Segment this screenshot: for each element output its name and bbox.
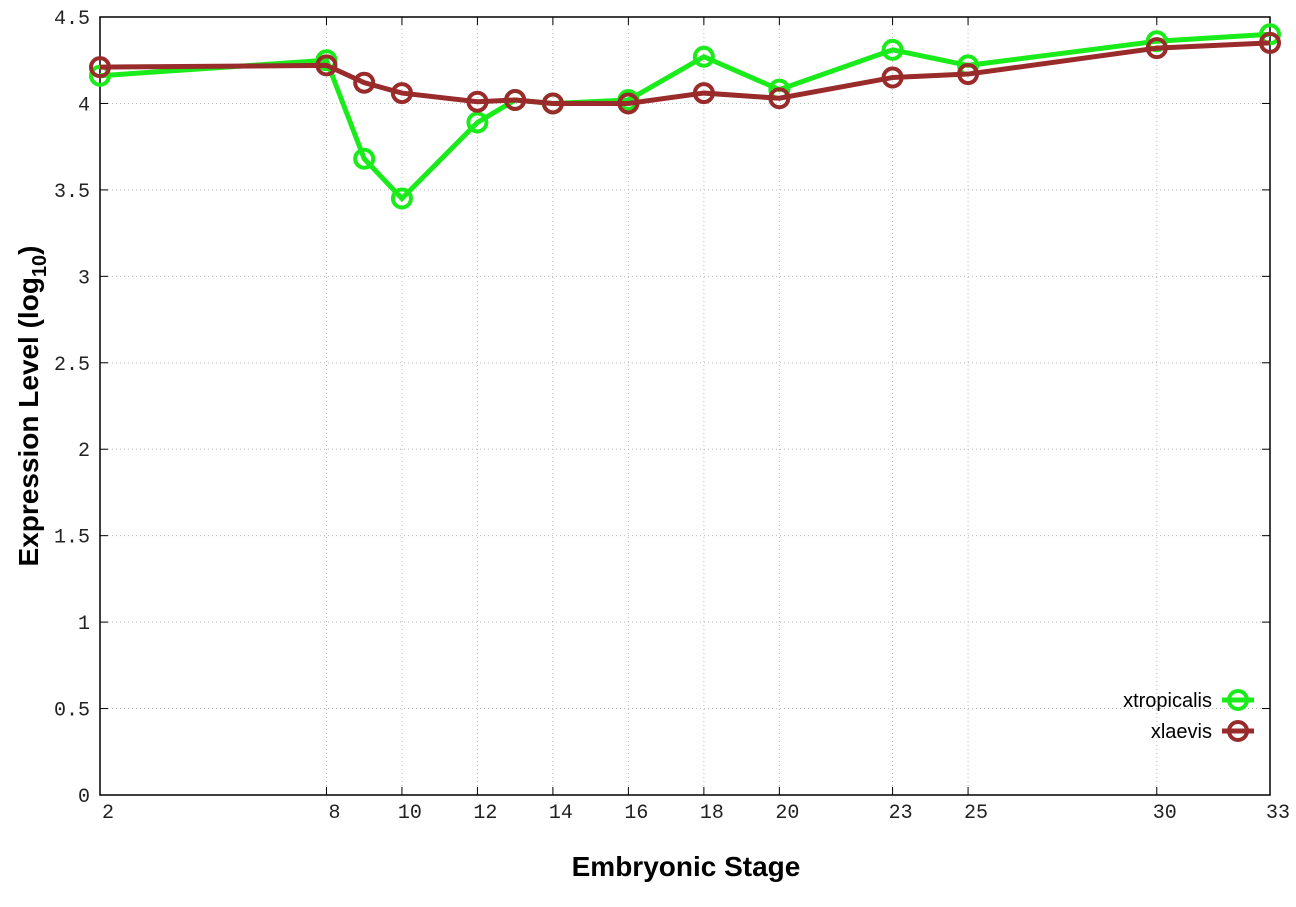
data-point <box>89 56 111 79</box>
y-tick-label: 1 <box>78 613 90 636</box>
x-tick-label: 16 <box>624 802 648 825</box>
x-tick-label: 14 <box>549 802 573 825</box>
data-point <box>353 71 376 94</box>
legend-label: xtropicalis <box>1123 690 1212 712</box>
data-point <box>617 92 640 115</box>
x-tick-label: 18 <box>700 802 724 825</box>
y-tick-label: 1.5 <box>54 527 90 550</box>
x-tick-label: 12 <box>473 802 497 825</box>
x-tick-label: 20 <box>775 802 799 825</box>
data-point <box>692 82 715 105</box>
y-tick-label: 2.5 <box>54 354 90 377</box>
x-tick-label: 30 <box>1153 802 1177 825</box>
data-point <box>353 147 376 170</box>
data-point <box>466 111 489 134</box>
y-tick-label: 3 <box>78 267 90 290</box>
y-label-main: Expression Level (log <box>13 277 44 566</box>
y-axis-label: Expression Level (log10) <box>13 246 51 567</box>
y-tick-label: 4.5 <box>54 8 90 31</box>
legend-label: xlaevis <box>1151 721 1212 743</box>
data-point <box>541 92 564 115</box>
x-axis-label: Embryonic Stage <box>572 851 801 882</box>
x-tick-label: 2 <box>102 802 114 825</box>
data-point <box>315 54 338 77</box>
data-point <box>957 63 980 86</box>
x-tick-label: 33 <box>1266 802 1290 825</box>
legend-marker <box>1227 689 1249 711</box>
data-point <box>390 82 413 105</box>
x-tick-label: 10 <box>398 802 422 825</box>
legend-marker <box>1227 720 1249 742</box>
data-point <box>881 66 904 89</box>
x-tick-label: 25 <box>964 802 988 825</box>
y-label-end: ) <box>13 246 44 255</box>
y-tick-label: 0.5 <box>54 700 90 723</box>
data-point <box>466 90 489 113</box>
y-tick-label: 4 <box>78 94 90 117</box>
y-tick-label: 0 <box>78 786 90 809</box>
data-point <box>692 45 715 68</box>
x-tick-label: 8 <box>328 802 340 825</box>
data-point <box>390 187 413 210</box>
y-label-sub: 10 <box>29 255 51 277</box>
data-point <box>504 88 527 111</box>
plot-frame <box>99 16 1271 796</box>
y-tick-label: 2 <box>78 440 90 463</box>
data-point <box>768 87 791 110</box>
x-tick-label: 23 <box>889 802 913 825</box>
y-tick-label: 3.5 <box>54 181 90 204</box>
data-point <box>881 38 904 61</box>
data-point <box>1145 37 1168 60</box>
data-point <box>1259 31 1281 54</box>
series-line <box>99 40 1271 106</box>
